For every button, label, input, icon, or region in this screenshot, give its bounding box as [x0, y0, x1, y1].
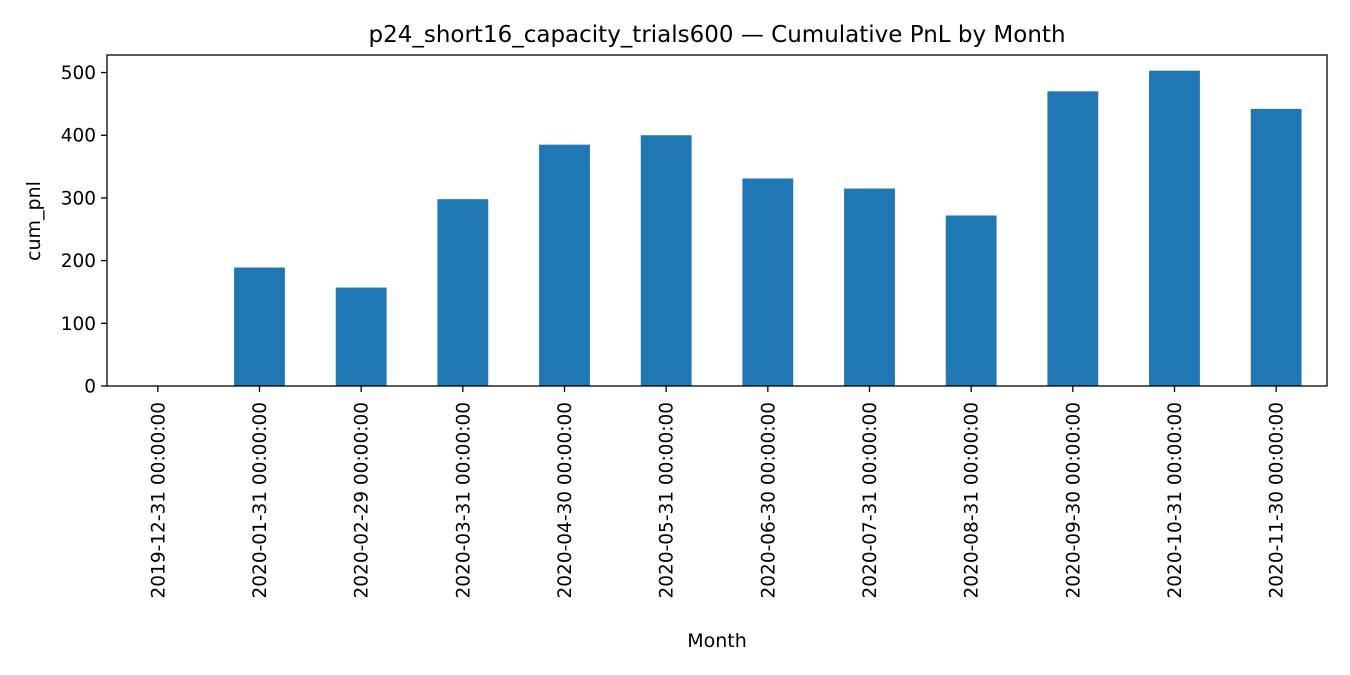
- x-tick-label: 2019-12-31 00:00:00: [148, 402, 169, 598]
- y-tick-label: 100: [61, 314, 96, 335]
- x-tick-label: 2020-04-30 00:00:00: [555, 402, 576, 598]
- chart-title: p24_short16_capacity_trials600 — Cumulat…: [368, 22, 1065, 48]
- x-tick-label: 2020-03-31 00:00:00: [453, 402, 474, 598]
- y-tick-label: 200: [61, 251, 96, 272]
- bar: [437, 199, 489, 386]
- x-tick-label: 2020-11-30 00:00:00: [1267, 402, 1288, 598]
- y-axis: 0 100 200 300 400 500: [61, 63, 107, 398]
- y-tick-label: 400: [61, 126, 96, 147]
- y-tick-label: 500: [61, 63, 96, 84]
- x-tick-label: 2020-07-31 00:00:00: [860, 402, 881, 598]
- bar: [640, 135, 692, 386]
- bar: [335, 287, 387, 386]
- x-tick-label: 2020-09-30 00:00:00: [1063, 402, 1084, 598]
- x-tick-label: 2020-06-30 00:00:00: [758, 402, 779, 598]
- y-axis-label: cum_pnl: [23, 181, 45, 261]
- x-axis: 2019-12-31 00:00:00 2020-01-31 00:00:00 20…: [148, 386, 1288, 598]
- bar: [1250, 108, 1302, 386]
- x-tick-label: 2020-08-31 00:00:00: [962, 402, 983, 598]
- bars: [234, 70, 1302, 387]
- bar: [844, 188, 895, 386]
- x-tick-label: 2020-01-31 00:00:00: [250, 402, 271, 598]
- bar: [234, 267, 285, 386]
- x-tick-label: 2020-10-31 00:00:00: [1165, 402, 1186, 598]
- bar: [742, 178, 794, 386]
- x-tick-label: 2020-05-31 00:00:00: [657, 402, 678, 598]
- y-tick-label: 0: [84, 377, 96, 398]
- bar: [539, 144, 590, 386]
- bar: [1149, 70, 1200, 387]
- bar: [1047, 91, 1099, 387]
- plot-frame: [106, 54, 1328, 387]
- x-axis-label: Month: [687, 630, 747, 652]
- x-tick-label: 2020-02-29 00:00:00: [352, 402, 373, 598]
- y-tick-label: 300: [61, 188, 96, 209]
- bar: [945, 215, 997, 386]
